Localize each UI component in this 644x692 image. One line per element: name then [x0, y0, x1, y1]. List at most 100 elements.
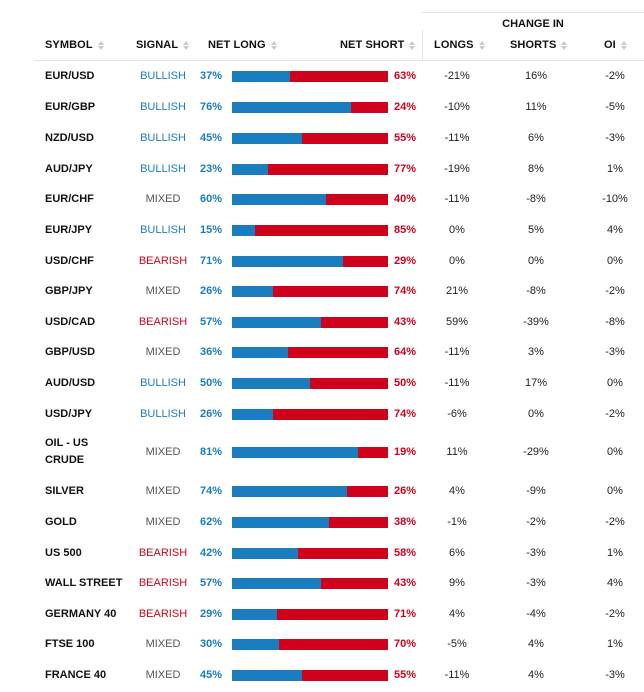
table-row[interactable]: EUR/USD BULLISH 37% 63% -21% 16% -2% — [0, 64, 644, 88]
shorts-header-label: SHORTS — [510, 39, 557, 51]
shorts-column-header[interactable]: SHORTS — [510, 30, 568, 60]
signal-label: MIXED — [145, 346, 181, 358]
net-long-value: 45% — [199, 669, 222, 681]
symbol-link[interactable]: AUD/USD — [45, 376, 96, 389]
symbol-link[interactable]: OIL - US CRUDE — [45, 437, 89, 466]
signal-label: MIXED — [145, 638, 181, 650]
oi-column-header[interactable]: OI — [604, 30, 627, 60]
net-long-value: 57% — [199, 577, 222, 589]
table-row[interactable]: FRANCE 40 MIXED 45% 55% -11% 4% -3% — [0, 663, 644, 687]
change-longs-value: 6% — [449, 547, 465, 559]
change-shorts-value: -9% — [526, 485, 546, 497]
symbol-link[interactable]: GERMANY 40 — [45, 607, 117, 620]
net-short-header-label: NET SHORT — [340, 39, 405, 51]
signal-label: BULLISH — [140, 163, 186, 175]
symbol-link[interactable]: WALL STREET — [45, 576, 123, 589]
sentiment-bar — [232, 377, 388, 389]
net-long-fill — [232, 285, 273, 297]
signal-column-header[interactable]: SIGNAL — [136, 30, 190, 60]
sentiment-bar — [232, 485, 388, 497]
symbol-link[interactable]: EUR/CHF — [45, 192, 94, 205]
sentiment-bar — [232, 193, 388, 205]
net-long-value: 50% — [199, 377, 222, 389]
table-row[interactable]: GERMANY 40 BEARISH 29% 71% 4% -4% -2% — [0, 602, 644, 626]
longs-column-header[interactable]: LONGS — [434, 30, 485, 60]
change-shorts-value: -2% — [526, 516, 546, 528]
table-row[interactable]: EUR/CHF MIXED 60% 40% -11% -8% -10% — [0, 187, 644, 211]
change-in-divider — [422, 30, 423, 60]
net-long-fill — [232, 193, 326, 205]
table-row[interactable]: US 500 BEARISH 42% 58% 6% -3% 1% — [0, 541, 644, 565]
table-row[interactable]: GBP/JPY MIXED 26% 74% 21% -8% -2% — [0, 279, 644, 303]
net-long-fill — [232, 255, 343, 267]
symbol-link[interactable]: EUR/JPY — [45, 223, 93, 236]
change-oi-value: -3% — [605, 669, 625, 681]
sort-icon — [561, 40, 568, 50]
change-longs-value: -11% — [444, 193, 470, 205]
change-shorts-value: 6% — [528, 132, 544, 144]
symbol-link[interactable]: GBP/USD — [45, 345, 96, 358]
net-long-value: 42% — [199, 547, 222, 559]
change-longs-value: -11% — [444, 377, 470, 389]
signal-label: BULLISH — [140, 408, 186, 420]
table-row[interactable]: OIL - US CRUDE MIXED 81% 19% 11% -29% 0% — [0, 432, 644, 472]
net-long-fill — [232, 485, 347, 497]
symbol-link[interactable]: NZD/USD — [45, 131, 94, 144]
table-row[interactable]: WALL STREET BEARISH 57% 43% 9% -3% 4% — [0, 571, 644, 595]
change-oi-value: -2% — [605, 70, 625, 82]
change-longs-value: -11% — [444, 132, 470, 144]
symbol-link[interactable]: FTSE 100 — [45, 637, 95, 650]
change-oi-value: -2% — [605, 608, 625, 620]
table-row[interactable]: NZD/USD BULLISH 45% 55% -11% 6% -3% — [0, 126, 644, 150]
table-row[interactable]: USD/JPY BULLISH 26% 74% -6% 0% -2% — [0, 402, 644, 426]
net-short-value: 24% — [394, 101, 417, 113]
net-short-value: 55% — [394, 132, 417, 144]
signal-label: BULLISH — [140, 101, 186, 113]
sentiment-bar — [232, 70, 388, 82]
symbol-link[interactable]: EUR/GBP — [45, 100, 96, 113]
symbol-link[interactable]: SILVER — [45, 484, 84, 497]
net-long-fill — [232, 163, 268, 175]
table-row[interactable]: AUD/JPY BULLISH 23% 77% -19% 8% 1% — [0, 157, 644, 181]
change-oi-value: -3% — [605, 346, 625, 358]
symbol-link[interactable]: GBP/JPY — [45, 284, 93, 297]
symbol-link[interactable]: USD/CHF — [45, 254, 94, 267]
net-long-fill — [232, 547, 298, 559]
signal-label: BEARISH — [138, 608, 188, 620]
net-long-value: 74% — [199, 485, 222, 497]
symbol-link[interactable]: USD/CAD — [45, 315, 96, 328]
symbol-column-header[interactable]: SYMBOL — [45, 30, 104, 60]
table-row[interactable]: USD/CHF BEARISH 71% 29% 0% 0% 0% — [0, 249, 644, 273]
table-row[interactable]: FTSE 100 MIXED 30% 70% -5% 4% 1% — [0, 632, 644, 656]
net-long-column-header[interactable]: NET LONG — [208, 30, 277, 60]
change-shorts-value: -29% — [523, 446, 549, 458]
change-longs-value: 0% — [449, 255, 465, 267]
table-row[interactable]: SILVER MIXED 74% 26% 4% -9% 0% — [0, 479, 644, 503]
symbol-link[interactable]: USD/JPY — [45, 407, 93, 420]
change-shorts-value: -8% — [526, 285, 546, 297]
symbol-link[interactable]: AUD/JPY — [45, 162, 93, 175]
net-long-value: 60% — [199, 193, 222, 205]
net-short-column-header[interactable]: NET SHORT — [340, 30, 416, 60]
net-long-value: 81% — [199, 446, 222, 458]
symbol-link[interactable]: EUR/USD — [45, 69, 95, 82]
symbol-link[interactable]: GOLD — [45, 515, 77, 528]
change-oi-value: -2% — [605, 408, 625, 420]
change-shorts-value: -3% — [526, 547, 546, 559]
table-row[interactable]: EUR/GBP BULLISH 76% 24% -10% 11% -5% — [0, 95, 644, 119]
change-shorts-value: -39% — [523, 316, 549, 328]
net-long-value: 37% — [199, 70, 222, 82]
table-row[interactable]: EUR/JPY BULLISH 15% 85% 0% 5% 4% — [0, 218, 644, 242]
symbol-link[interactable]: US 500 — [45, 546, 82, 559]
change-longs-value: -21% — [444, 70, 470, 82]
change-longs-value: -11% — [444, 669, 470, 681]
table-row[interactable]: USD/CAD BEARISH 57% 43% 59% -39% -8% — [0, 310, 644, 334]
symbol-link[interactable]: FRANCE 40 — [45, 668, 107, 681]
signal-label: BEARISH — [138, 577, 188, 589]
net-short-value: 85% — [394, 224, 417, 236]
net-short-value: 43% — [394, 316, 417, 328]
net-long-fill — [232, 346, 288, 358]
table-row[interactable]: AUD/USD BULLISH 50% 50% -11% 17% 0% — [0, 371, 644, 395]
table-row[interactable]: GBP/USD MIXED 36% 64% -11% 3% -3% — [0, 340, 644, 364]
table-row[interactable]: GOLD MIXED 62% 38% -1% -2% -2% — [0, 510, 644, 534]
